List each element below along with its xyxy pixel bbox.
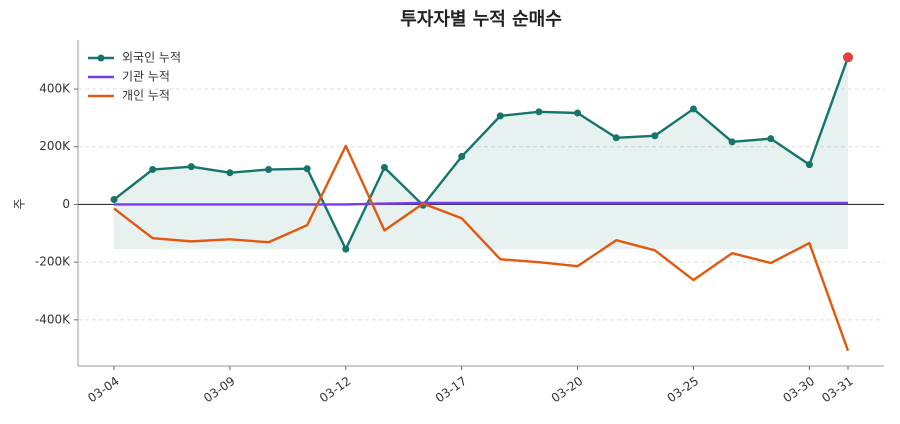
point (805, 161, 813, 169)
point (843, 52, 853, 63)
chart-title: 투자자별 누적 순매수 (400, 9, 562, 30)
legend-label: 개인 누적 (122, 89, 170, 103)
legend-label: 기관 누적 (122, 70, 170, 84)
x-tick-label: 03-04 (85, 374, 122, 405)
y-tick-label: -400K (35, 312, 71, 326)
point (458, 153, 466, 161)
x-tick-label: 03-30 (780, 374, 817, 405)
point (226, 169, 234, 177)
point (689, 105, 697, 113)
point (265, 166, 273, 174)
x-tick-label: 03-17 (433, 374, 470, 405)
x-tick-label: 03-09 (201, 374, 238, 405)
point (651, 132, 659, 140)
point (535, 108, 543, 116)
y-tick-label: 0 (62, 197, 70, 211)
point (380, 164, 388, 172)
x-tick-label: 03-31 (819, 374, 856, 405)
y-axis-label: 주 (13, 198, 27, 209)
y-tick-label: 200K (39, 139, 71, 153)
point (574, 109, 582, 117)
y-tick-label: 400K (39, 82, 71, 96)
series-line (113, 56, 850, 251)
point (342, 245, 350, 253)
point (612, 134, 620, 142)
point (496, 112, 504, 120)
point (110, 196, 118, 204)
x-tick-label: 03-20 (549, 374, 586, 405)
x-tick-label: 03-12 (317, 374, 354, 405)
point (767, 135, 775, 143)
series-line (113, 144, 850, 352)
legend-marker (97, 54, 105, 62)
point (728, 138, 736, 146)
point (303, 165, 311, 173)
point (187, 163, 195, 171)
point (149, 166, 157, 174)
legend-label: 외국인 누적 (122, 51, 181, 65)
y-tick-label: -200K (35, 255, 71, 269)
series-line (114, 201, 848, 206)
x-tick-label: 03-25 (665, 374, 702, 405)
area (114, 57, 848, 250)
